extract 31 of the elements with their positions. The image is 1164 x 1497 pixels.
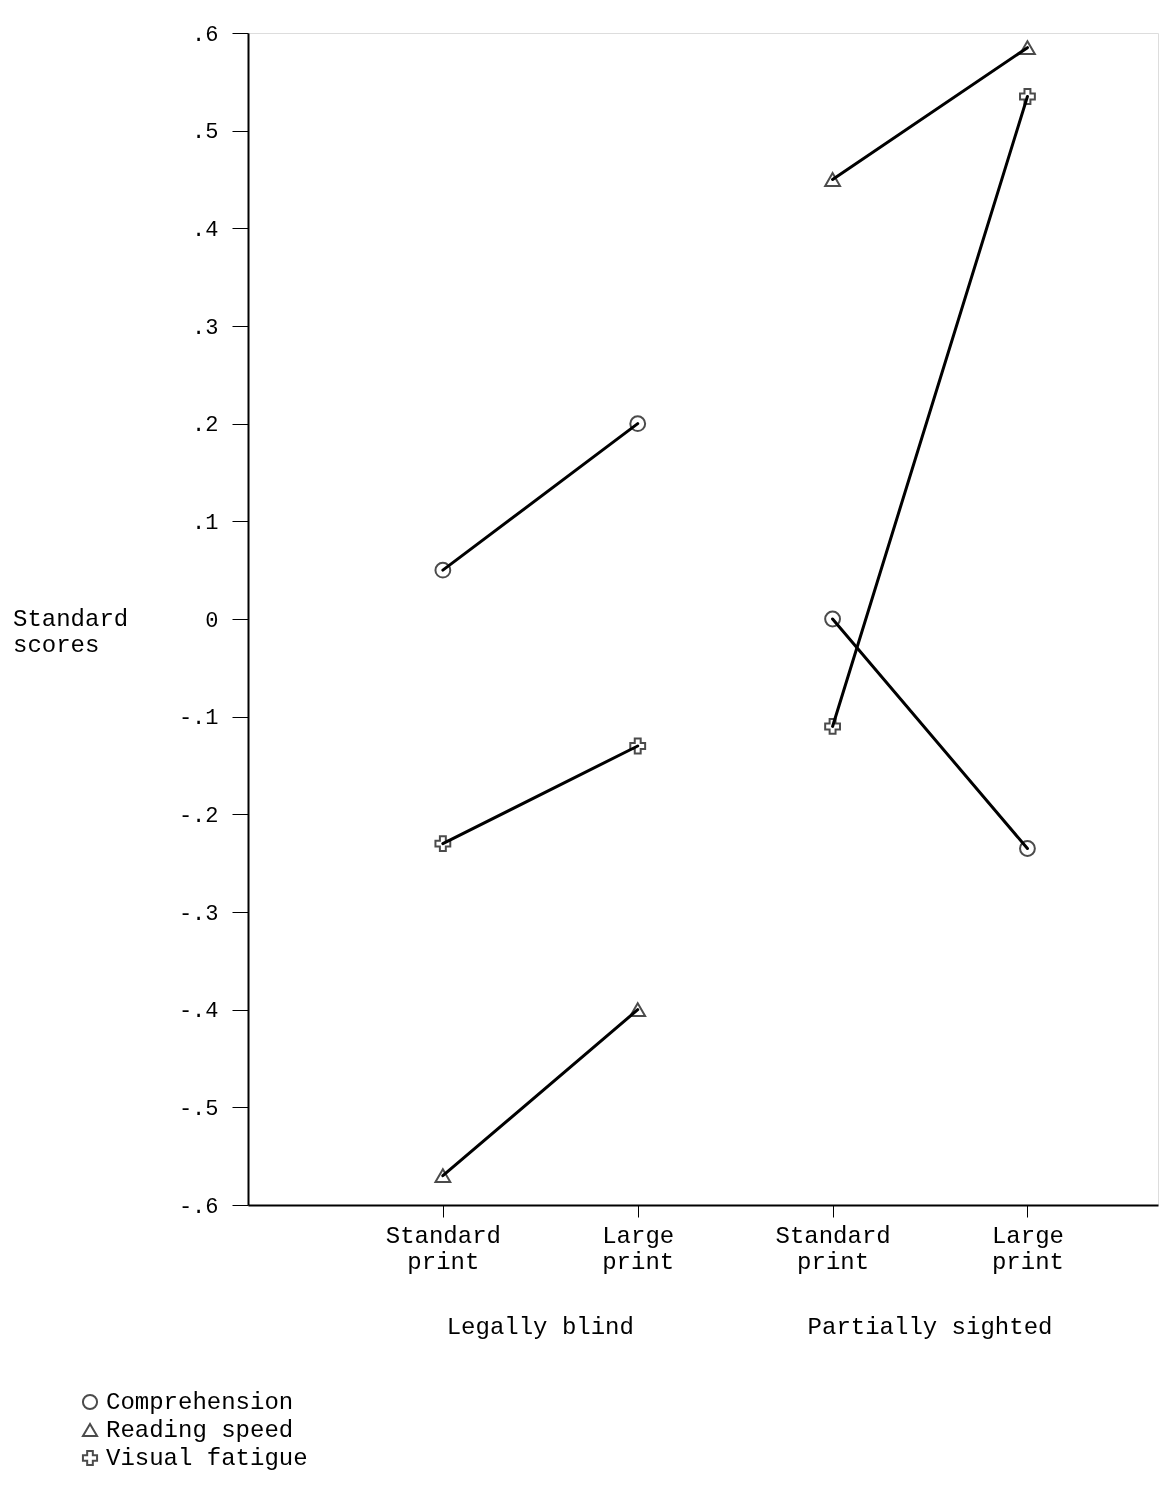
y-tick-label: .4 xyxy=(192,217,219,243)
point xyxy=(629,737,647,755)
point xyxy=(1019,88,1036,105)
point xyxy=(824,718,841,735)
legend-label: Reading speed xyxy=(106,1417,294,1444)
y-tick-label: -.3 xyxy=(178,901,219,927)
x-tick-label: Large print xyxy=(602,1222,675,1276)
y-tick-label: -.4 xyxy=(178,999,219,1025)
point xyxy=(824,610,841,628)
y-tick-label: -.1 xyxy=(178,706,219,732)
x-tick-label: Large print xyxy=(991,1222,1064,1276)
y-axis-title: Standard scores xyxy=(13,606,129,659)
y-tick-label: .2 xyxy=(192,413,219,439)
legend-label: Visual fatigue xyxy=(106,1445,308,1472)
y-tick-label: .6 xyxy=(192,22,219,48)
point xyxy=(1019,840,1036,857)
point xyxy=(629,415,647,433)
y-tick-label: .3 xyxy=(192,315,219,341)
y-tick-label: .1 xyxy=(192,510,219,536)
y-tick-label: -.6 xyxy=(178,1194,219,1220)
point xyxy=(434,835,452,853)
point xyxy=(434,561,452,579)
y-tick-label: -.2 xyxy=(178,803,219,829)
y-tick-label: 0 xyxy=(205,608,219,634)
legend-label: Comprehension xyxy=(106,1389,294,1416)
text: Partially sighted xyxy=(807,1314,1053,1341)
x-tick-label: Standard print xyxy=(385,1222,501,1276)
text: Legally blind xyxy=(446,1314,634,1341)
y-tick-label: .5 xyxy=(192,120,219,146)
x-tick-label: Standard print xyxy=(775,1222,891,1276)
y-tick-label: -.5 xyxy=(178,1096,219,1122)
